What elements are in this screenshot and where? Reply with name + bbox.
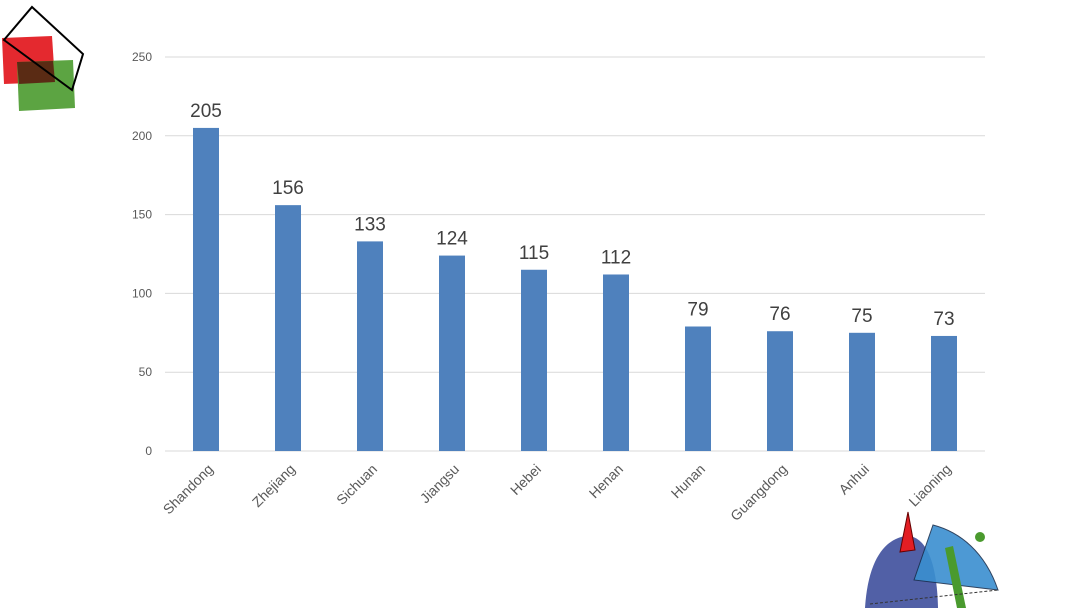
green-bar-shape — [945, 546, 966, 608]
bar — [439, 255, 465, 451]
data-label: 124 — [436, 229, 468, 250]
bar — [931, 335, 957, 451]
bar — [357, 241, 383, 451]
blue-dome-shape — [865, 536, 938, 608]
data-label: 75 — [851, 306, 872, 327]
y-tick-label: 250 — [132, 50, 152, 64]
bars — [193, 127, 957, 452]
category-label: Henan — [586, 461, 626, 501]
gridlines — [165, 56, 985, 452]
bottom-right-decoration — [865, 511, 999, 608]
overlap-square-shape — [17, 61, 55, 84]
data-labels: 205 156 133 124 115 112 79 76 75 73 — [190, 101, 954, 330]
y-tick-label: 150 — [132, 208, 152, 222]
data-label: 73 — [933, 309, 954, 330]
bar — [275, 205, 301, 451]
light-blue-fan-shape — [913, 524, 999, 591]
category-label: Liaoning — [905, 461, 954, 510]
data-label: 133 — [354, 214, 386, 235]
category-label: Shandong — [160, 461, 216, 517]
category-labels: Shandong Zhejiang Sichuan Jiangsu Hebei Henan… — [160, 461, 954, 524]
dashed-line-shape — [869, 589, 999, 605]
top-left-decoration — [2, 5, 85, 111]
category-label: Zhejiang — [249, 461, 298, 510]
category-label: Hunan — [668, 461, 708, 501]
data-label: 112 — [601, 247, 631, 268]
data-label: 115 — [519, 243, 549, 264]
bar — [767, 331, 793, 451]
category-label: Anhui — [835, 461, 872, 498]
category-label: Sichuan — [333, 461, 380, 508]
data-label: 156 — [272, 178, 304, 199]
data-label: 205 — [190, 101, 222, 122]
y-tick-label: 0 — [145, 444, 152, 458]
category-label: Hebei — [507, 461, 544, 498]
outline-diamond-shape — [2, 5, 85, 92]
data-label: 76 — [769, 304, 790, 325]
bar — [685, 326, 711, 451]
y-tick-label: 200 — [132, 129, 152, 143]
green-dot-shape — [975, 532, 985, 542]
y-tick-label: 50 — [139, 365, 153, 379]
y-axis-ticks: 0 50 100 150 200 250 — [132, 50, 152, 458]
bar — [849, 332, 875, 451]
y-tick-label: 100 — [132, 286, 152, 300]
bar — [521, 269, 547, 451]
bar — [603, 274, 629, 451]
category-label: Jiangsu — [417, 461, 462, 506]
red-triangle-shape — [899, 511, 916, 553]
bar — [193, 127, 219, 452]
data-label: 79 — [687, 299, 708, 320]
category-label: Guangdong — [727, 461, 790, 524]
